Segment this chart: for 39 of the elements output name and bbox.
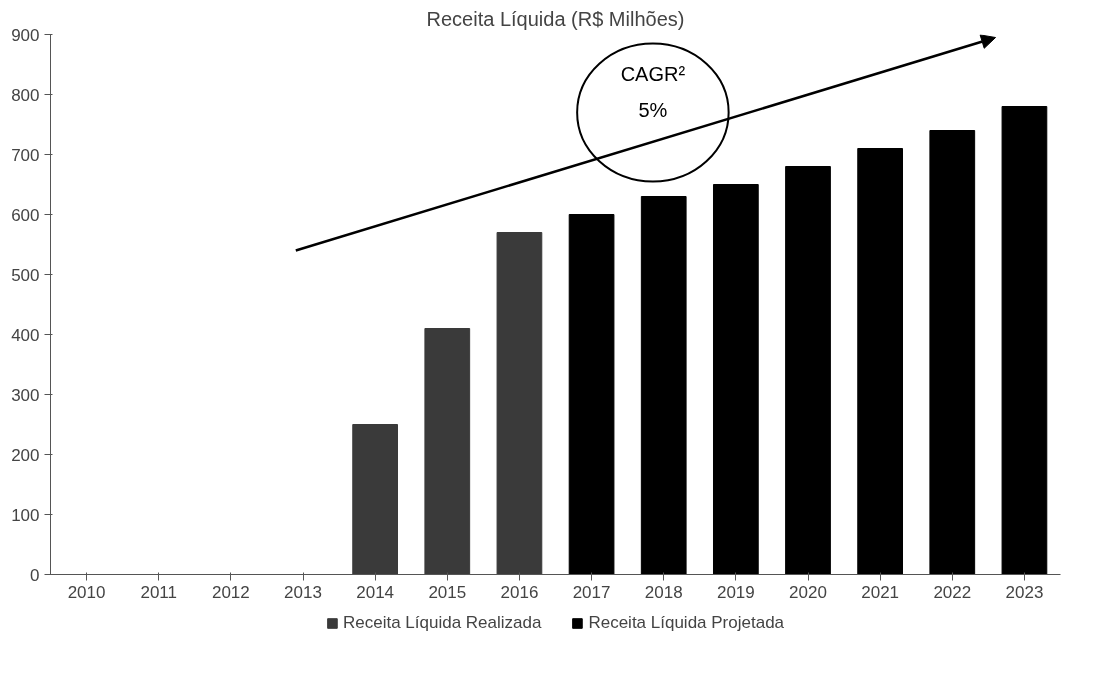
bar [785, 166, 831, 575]
y-tick-label: 0 [30, 565, 40, 585]
y-tick-label: 200 [11, 445, 40, 465]
x-tick-label: 2022 [933, 582, 972, 602]
chart-title: Receita Líquida (R$ Milhões) [426, 7, 685, 30]
x-tick-label: 2012 [211, 582, 250, 602]
x-tick-label: 2017 [572, 582, 611, 602]
x-tick-label: 2023 [1005, 582, 1044, 602]
bar [640, 196, 687, 575]
x-tick-label: 2013 [284, 582, 322, 602]
bar [929, 130, 976, 575]
y-tick-label: 800 [11, 85, 40, 105]
x-tick-label: 2016 [500, 582, 539, 602]
y-tick-label: 700 [11, 145, 40, 165]
bar [496, 232, 543, 575]
y-tick-label: 900 [11, 25, 40, 45]
y-tick-label: 100 [11, 505, 40, 525]
x-tick-label: 2019 [716, 582, 755, 602]
y-tick-label: 600 [11, 205, 40, 225]
bar [568, 214, 615, 575]
bar [857, 148, 904, 575]
y-tick-label: 300 [11, 385, 40, 405]
legend-label: Receita Líquida Realizada [342, 612, 542, 633]
y-tick-label: 500 [11, 265, 40, 285]
x-tick-label: 2021 [861, 582, 900, 602]
x-tick-label: 2011 [140, 582, 177, 602]
x-tick-label: 2014 [356, 582, 395, 602]
annotation: 5% [638, 98, 668, 121]
y-tick-label: 400 [11, 325, 40, 345]
x-tick-label: 2015 [428, 582, 467, 602]
annotation: CAGR² [620, 62, 686, 85]
x-tick-label: 2020 [789, 582, 827, 602]
bar [712, 184, 759, 575]
bar [424, 328, 471, 575]
legend-label: Receita Líquida Projetada [588, 612, 785, 633]
x-tick-label: 2018 [644, 582, 683, 602]
bar [1001, 106, 1048, 575]
x-tick-label: 2010 [67, 582, 106, 602]
bar [352, 424, 399, 575]
